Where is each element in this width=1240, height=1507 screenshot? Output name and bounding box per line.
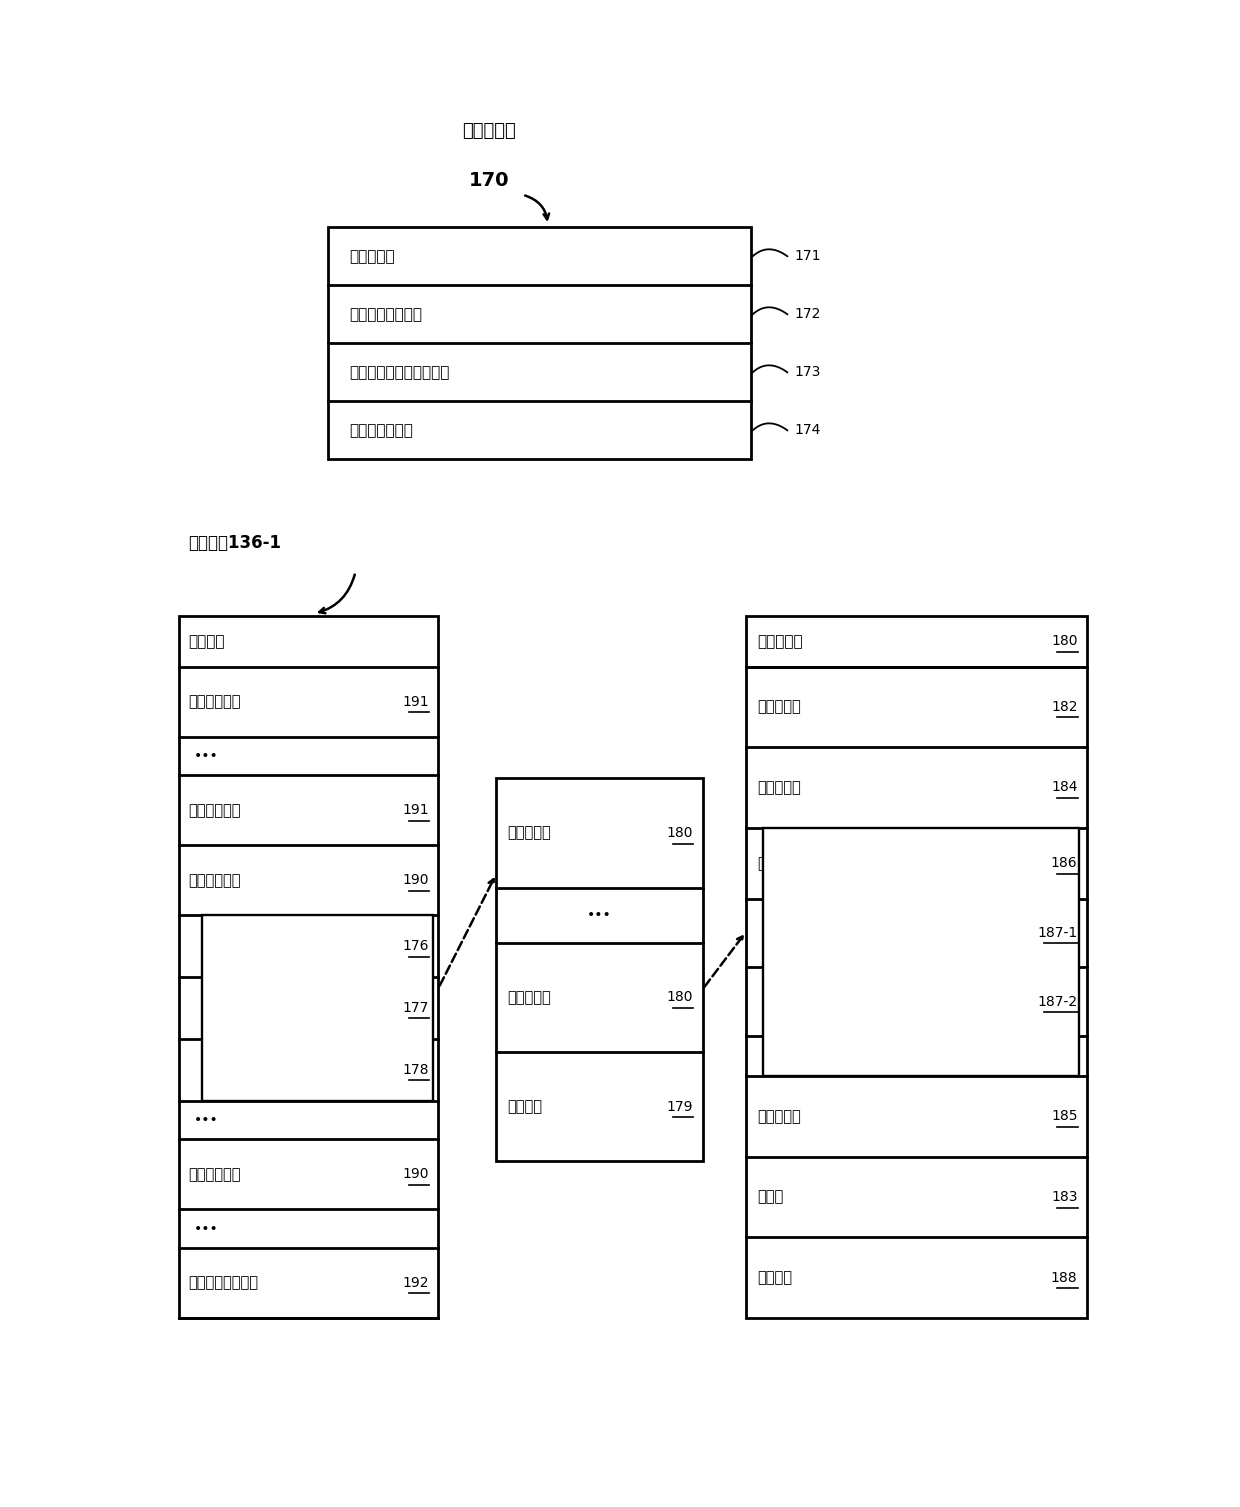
- Text: 元数据: 元数据: [758, 1189, 784, 1204]
- Text: 192: 192: [403, 1276, 429, 1290]
- Text: 187-1: 187-1: [1038, 925, 1078, 940]
- Text: 事件数据: 事件数据: [507, 1099, 543, 1114]
- Text: 事件监视器: 事件监视器: [350, 249, 394, 264]
- Text: 事件识别器: 事件识别器: [507, 990, 552, 1005]
- Text: 事件调整器: 事件调整器: [758, 1109, 801, 1124]
- Text: 事件定义: 事件定义: [758, 856, 792, 871]
- Text: 182: 182: [1052, 699, 1078, 714]
- Text: 事件处理程序: 事件处理程序: [188, 1166, 241, 1181]
- Text: 183: 183: [1052, 1191, 1078, 1204]
- Text: 事件接收器: 事件接收器: [758, 699, 801, 714]
- Text: 180: 180: [667, 990, 693, 1004]
- Text: •••: •••: [193, 749, 218, 763]
- Text: 事件1: 事件1: [794, 925, 821, 940]
- Text: 应用程序: 应用程序: [188, 634, 226, 648]
- Text: 事件处理程序: 事件处理程序: [188, 873, 241, 888]
- Text: •••: •••: [818, 1049, 843, 1062]
- Text: 186: 186: [1052, 856, 1078, 870]
- Text: 188: 188: [1052, 1270, 1078, 1284]
- Text: 命中视图确定模块: 命中视图确定模块: [350, 307, 422, 322]
- Text: 应用程序视图: 应用程序视图: [188, 803, 241, 818]
- Text: 176: 176: [403, 939, 429, 954]
- Bar: [327, 228, 750, 460]
- Bar: [764, 827, 1080, 1076]
- Text: 184: 184: [1052, 781, 1078, 794]
- Text: GUI更新器: GUI更新器: [216, 1062, 268, 1078]
- Text: 数据更新器: 数据更新器: [216, 939, 259, 954]
- Text: 191: 191: [402, 803, 429, 817]
- Text: 活动事件识别器确定模块: 活动事件识别器确定模块: [350, 365, 449, 380]
- Text: 应用程序136-1: 应用程序136-1: [188, 533, 281, 552]
- Text: 178: 178: [403, 1062, 429, 1078]
- Text: 170: 170: [469, 172, 508, 190]
- Text: 174: 174: [794, 423, 821, 437]
- Text: 180: 180: [1052, 634, 1078, 648]
- Text: 190: 190: [403, 874, 429, 888]
- Text: 事件分类器: 事件分类器: [461, 122, 516, 140]
- Text: 187-2: 187-2: [1038, 995, 1078, 1008]
- Text: 事件分配器模块: 事件分配器模块: [350, 423, 413, 439]
- Text: 对象更新器: 对象更新器: [216, 1001, 259, 1016]
- Text: 179: 179: [667, 1100, 693, 1114]
- Text: 190: 190: [403, 1168, 429, 1181]
- Text: 应用程序内部状态: 应用程序内部状态: [188, 1275, 259, 1290]
- Bar: [202, 915, 433, 1100]
- Text: 172: 172: [794, 307, 821, 321]
- Text: 191: 191: [402, 695, 429, 708]
- Text: 事件比较器: 事件比较器: [758, 781, 801, 796]
- Text: •••: •••: [193, 1222, 218, 1236]
- Bar: [179, 616, 439, 1319]
- Bar: [746, 616, 1087, 1319]
- Text: 事件识别器: 事件识别器: [758, 634, 804, 648]
- Text: 事件识别器: 事件识别器: [507, 826, 552, 841]
- Text: •••: •••: [193, 1112, 218, 1127]
- Text: 事件2: 事件2: [794, 995, 821, 1010]
- Text: 171: 171: [794, 249, 821, 264]
- Text: 177: 177: [403, 1001, 429, 1016]
- Bar: [496, 779, 703, 1162]
- Text: 事件递送: 事件递送: [758, 1270, 792, 1285]
- Text: 185: 185: [1052, 1109, 1078, 1123]
- Text: 应用程序视图: 应用程序视图: [188, 695, 241, 710]
- Text: 180: 180: [667, 826, 693, 839]
- Text: •••: •••: [587, 909, 611, 922]
- Text: 173: 173: [794, 365, 821, 380]
